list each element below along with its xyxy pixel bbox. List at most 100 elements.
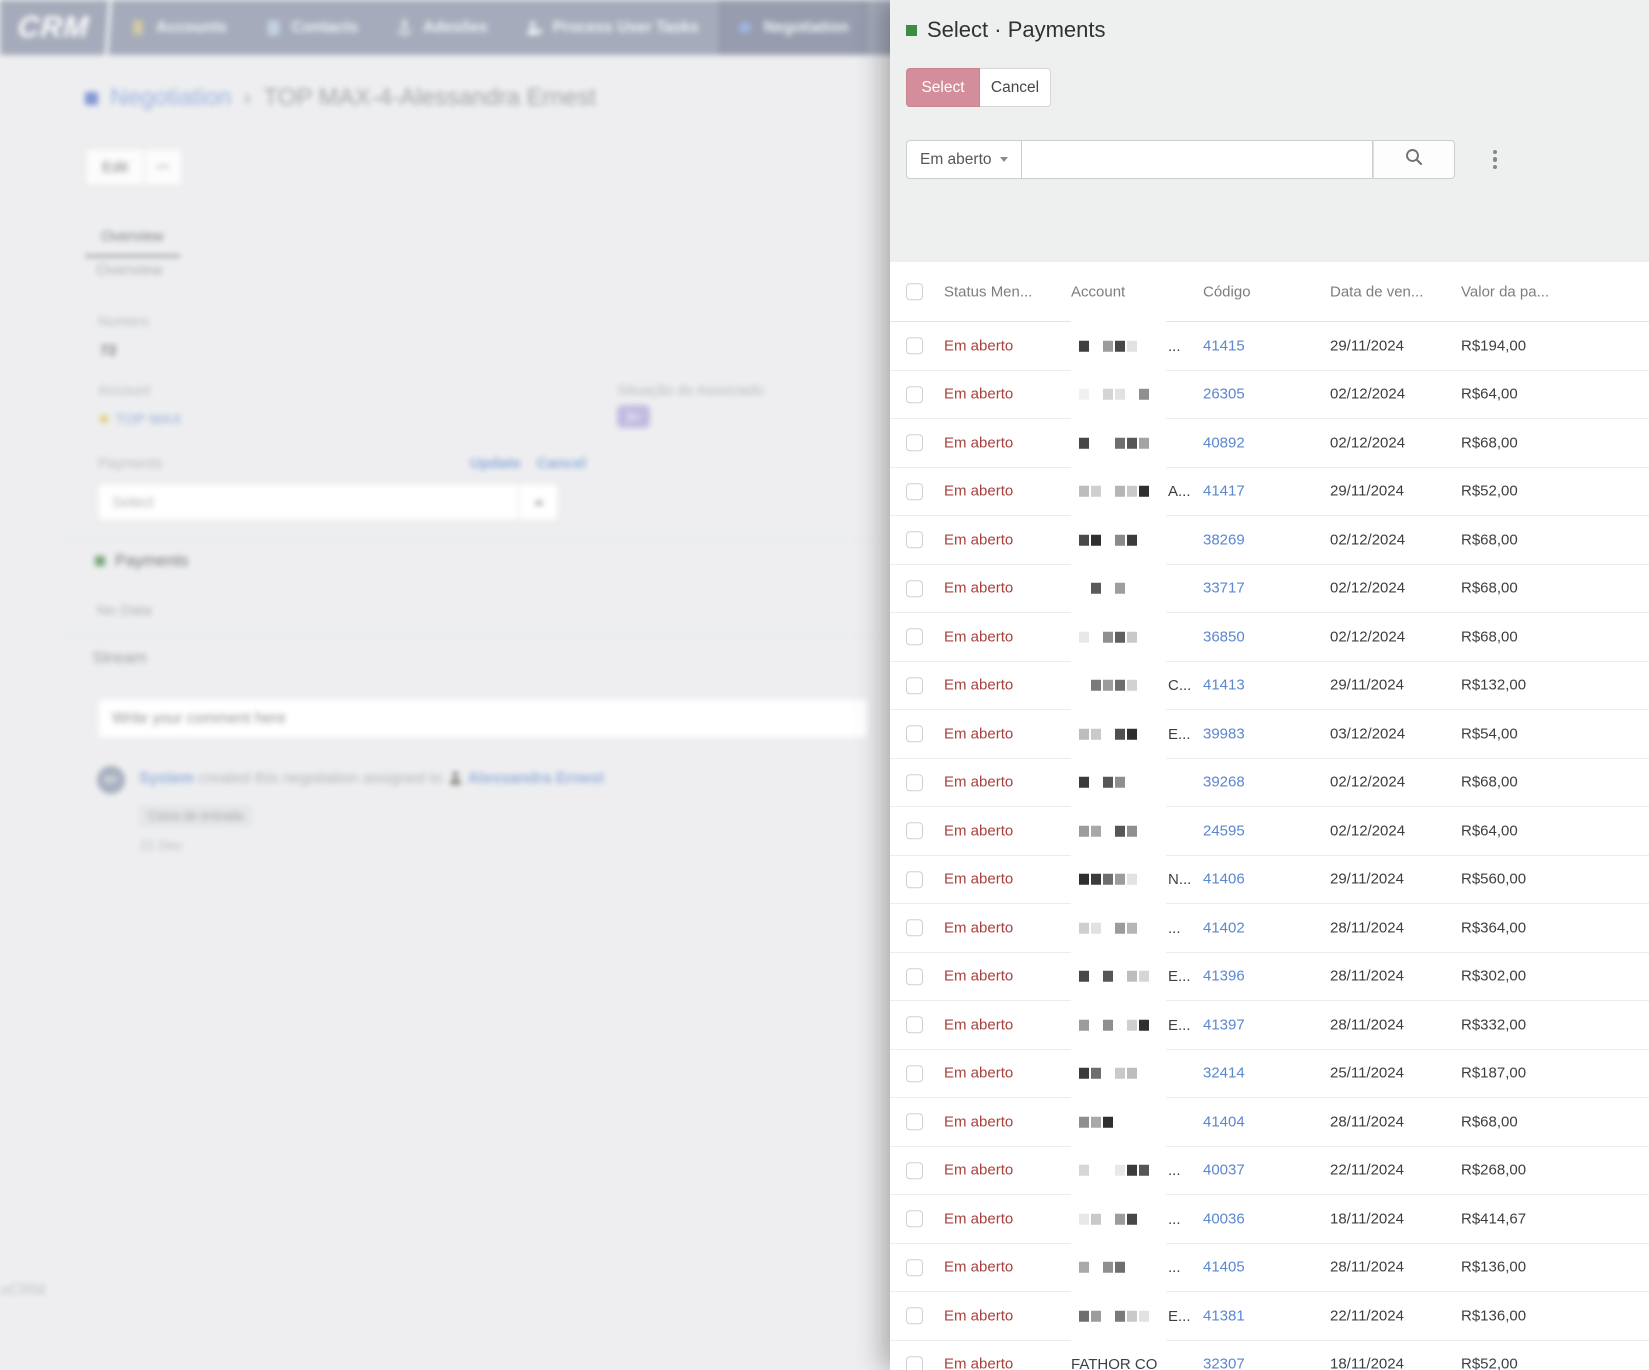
table-row[interactable]: Em aberto A... 41417 29/11/2024 R$52,00	[890, 468, 1649, 516]
filter-dropdown[interactable]: Em aberto	[906, 140, 1022, 179]
row-checkbox[interactable]	[906, 774, 923, 792]
system-user-link[interactable]: System	[139, 770, 195, 787]
stream-panel-title: Stream	[92, 648, 147, 667]
table-row[interactable]: Em aberto ... 41405 28/11/2024 R$136,00	[890, 1244, 1649, 1292]
more-actions-button[interactable]: •••	[145, 148, 183, 186]
payments-select-field[interactable]: Select	[97, 483, 559, 521]
nav-item-process-user-tasks[interactable]: Process User Tasks	[507, 0, 718, 55]
breadcrumb-entity-link[interactable]: Negotiation	[110, 84, 232, 111]
search-button[interactable]	[1372, 140, 1455, 179]
cancel-link[interactable]: Cancel	[536, 455, 587, 472]
table-row[interactable]: Em aberto ... 41402 28/11/2024 R$364,00	[890, 904, 1649, 953]
code-link[interactable]: 41415	[1203, 337, 1245, 355]
row-checkbox[interactable]	[906, 677, 923, 695]
row-checkbox[interactable]	[906, 1259, 923, 1277]
status-cell: Em aberto	[944, 385, 1014, 403]
row-checkbox[interactable]	[906, 968, 923, 986]
code-link[interactable]: 41405	[1203, 1258, 1245, 1276]
row-checkbox[interactable]	[906, 628, 923, 646]
row-checkbox[interactable]	[906, 483, 923, 501]
table-row[interactable]: Em aberto 36850 02/12/2024 R$68,00	[890, 613, 1649, 662]
table-row[interactable]: Em aberto E... 41381 22/11/2024 R$136,00	[890, 1292, 1649, 1341]
code-link[interactable]: 41406	[1203, 870, 1245, 888]
nav-item-contacts[interactable]: Contacts	[246, 0, 377, 55]
column-header-status[interactable]: Status Men...	[944, 283, 1033, 300]
table-row[interactable]: Em aberto 32414 25/11/2024 R$187,00	[890, 1050, 1649, 1098]
assignee-link[interactable]: Alessandra Ernest	[467, 770, 605, 787]
row-checkbox[interactable]	[906, 386, 923, 404]
code-link[interactable]: 39983	[1203, 725, 1245, 743]
table-row[interactable]: Em aberto 41404 28/11/2024 R$68,00	[890, 1098, 1649, 1147]
code-link[interactable]: 40036	[1203, 1210, 1245, 1228]
row-checkbox[interactable]	[906, 822, 923, 840]
table-row[interactable]: Em aberto E... 39983 03/12/2024 R$54,00	[890, 710, 1649, 759]
table-row[interactable]: Em aberto ... 41415 29/11/2024 R$194,00	[890, 322, 1649, 371]
code-link[interactable]: 38269	[1203, 531, 1245, 549]
edit-button[interactable]: Edit	[85, 148, 145, 186]
nav-item-adesoes[interactable]: Adesões	[377, 0, 507, 55]
nav-item-negotiation[interactable]: Negotiation	[717, 0, 869, 55]
table-row[interactable]: Em aberto 39268 02/12/2024 R$68,00	[890, 759, 1649, 807]
code-link[interactable]: 26305	[1203, 385, 1245, 403]
comment-input[interactable]	[97, 698, 869, 739]
account-link[interactable]: TOP MAX	[115, 411, 182, 428]
account-suffix: E...	[1168, 1016, 1191, 1034]
column-header-valor[interactable]: Valor da pa...	[1461, 283, 1550, 300]
row-checkbox[interactable]	[906, 725, 923, 743]
row-checkbox[interactable]	[906, 1065, 923, 1083]
code-link[interactable]: 41396	[1203, 967, 1245, 985]
code-link[interactable]: 39268	[1203, 773, 1245, 791]
table-row[interactable]: Em aberto ... 40036 18/11/2024 R$414,67	[890, 1195, 1649, 1244]
table-row[interactable]: Em aberto 24595 02/12/2024 R$64,00	[890, 807, 1649, 856]
table-row[interactable]: Em aberto E... 41397 28/11/2024 R$332,00	[890, 1001, 1649, 1050]
code-link[interactable]: 41404	[1203, 1113, 1245, 1131]
code-link[interactable]: 41397	[1203, 1016, 1245, 1034]
kebab-menu-icon[interactable]	[1487, 144, 1504, 176]
row-checkbox[interactable]	[906, 337, 923, 355]
table-row[interactable]: Em aberto 33717 02/12/2024 R$68,00	[890, 565, 1649, 613]
column-header-codigo[interactable]: Código	[1203, 283, 1251, 300]
cancel-button[interactable]: Cancel	[980, 68, 1051, 107]
row-checkbox[interactable]	[906, 1113, 923, 1131]
code-link[interactable]: 24595	[1203, 822, 1245, 840]
select-button[interactable]: Select	[906, 68, 980, 107]
column-header-data[interactable]: Data de ven...	[1330, 283, 1424, 300]
table-row[interactable]: Em aberto 38269 02/12/2024 R$68,00	[890, 516, 1649, 565]
row-checkbox[interactable]	[906, 1356, 923, 1370]
row-checkbox[interactable]	[906, 531, 923, 549]
code-link[interactable]: 32307	[1203, 1355, 1245, 1370]
table-row[interactable]: Em aberto ... 40037 22/11/2024 R$268,00	[890, 1147, 1649, 1195]
code-link[interactable]: 41402	[1203, 919, 1245, 937]
row-checkbox[interactable]	[906, 434, 923, 452]
row-checkbox[interactable]	[906, 1210, 923, 1228]
table-row[interactable]: Em aberto FATHOR CO 32307 18/11/2024 R$5…	[890, 1341, 1649, 1370]
row-checkbox[interactable]	[906, 580, 923, 598]
row-checkbox[interactable]	[906, 871, 923, 889]
code-link[interactable]: 32414	[1203, 1064, 1245, 1082]
update-link[interactable]: Update	[470, 455, 521, 472]
code-link[interactable]: 36850	[1203, 628, 1245, 646]
row-checkbox[interactable]	[906, 1162, 923, 1180]
nav-item-accounts[interactable]: Accounts	[110, 0, 246, 55]
code-link[interactable]: 40037	[1203, 1161, 1245, 1179]
select-all-checkbox[interactable]	[906, 283, 923, 301]
code-link[interactable]: 33717	[1203, 579, 1245, 597]
crm-logo[interactable]: CRM	[0, 0, 112, 55]
row-checkbox[interactable]	[906, 1307, 923, 1325]
table-row[interactable]: Em aberto N... 41406 29/11/2024 R$560,00	[890, 856, 1649, 904]
table-row[interactable]: Em aberto 40892 02/12/2024 R$68,00	[890, 419, 1649, 468]
collapse-chevron-button[interactable]	[518, 484, 558, 520]
row-checkbox[interactable]	[906, 919, 923, 937]
tab-overview[interactable]: Overview	[85, 220, 180, 257]
column-header-account[interactable]: Account	[1071, 283, 1126, 300]
table-row[interactable]: Em aberto C... 41413 29/11/2024 R$132,00	[890, 662, 1649, 710]
table-row[interactable]: Em aberto 26305 02/12/2024 R$64,00	[890, 371, 1649, 419]
row-checkbox[interactable]	[906, 1016, 923, 1034]
code-link[interactable]: 41381	[1203, 1307, 1245, 1325]
search-icon	[1404, 147, 1424, 172]
code-link[interactable]: 41413	[1203, 676, 1245, 694]
code-link[interactable]: 40892	[1203, 434, 1245, 452]
code-link[interactable]: 41417	[1203, 482, 1245, 500]
table-row[interactable]: Em aberto E... 41396 28/11/2024 R$302,00	[890, 953, 1649, 1001]
search-input[interactable]	[1021, 140, 1373, 179]
